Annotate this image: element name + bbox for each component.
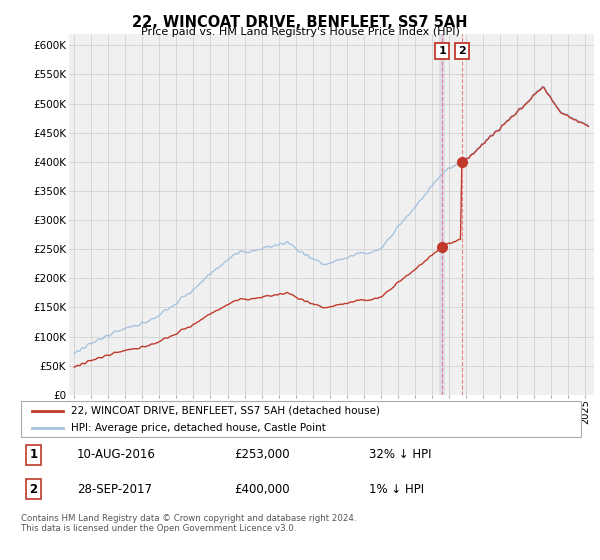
Text: 1: 1 — [29, 449, 37, 461]
Text: 10-AUG-2016: 10-AUG-2016 — [77, 449, 156, 461]
Text: 22, WINCOAT DRIVE, BENFLEET, SS7 5AH: 22, WINCOAT DRIVE, BENFLEET, SS7 5AH — [132, 15, 468, 30]
Text: 28-SEP-2017: 28-SEP-2017 — [77, 483, 152, 496]
Text: Price paid vs. HM Land Registry's House Price Index (HPI): Price paid vs. HM Land Registry's House … — [140, 27, 460, 37]
Text: 22, WINCOAT DRIVE, BENFLEET, SS7 5AH (detached house): 22, WINCOAT DRIVE, BENFLEET, SS7 5AH (de… — [71, 405, 380, 416]
Text: 1% ↓ HPI: 1% ↓ HPI — [369, 483, 424, 496]
Text: £400,000: £400,000 — [234, 483, 290, 496]
FancyBboxPatch shape — [21, 400, 581, 437]
Text: HPI: Average price, detached house, Castle Point: HPI: Average price, detached house, Cast… — [71, 423, 326, 433]
Text: £253,000: £253,000 — [234, 449, 290, 461]
Text: 1: 1 — [439, 46, 446, 56]
Text: 32% ↓ HPI: 32% ↓ HPI — [369, 449, 431, 461]
Text: 2: 2 — [29, 483, 37, 496]
Text: 2: 2 — [458, 46, 466, 56]
Text: Contains HM Land Registry data © Crown copyright and database right 2024.
This d: Contains HM Land Registry data © Crown c… — [21, 514, 356, 533]
